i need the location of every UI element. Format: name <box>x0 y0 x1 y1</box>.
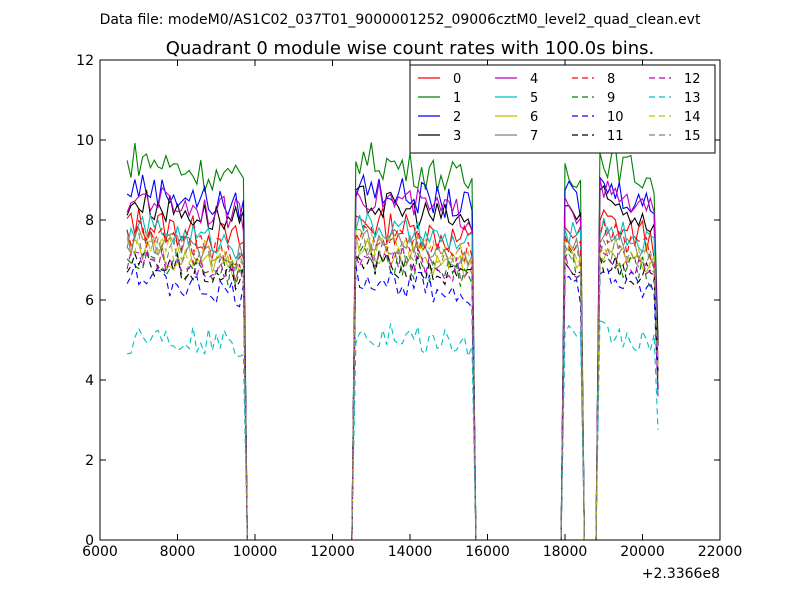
y-tick-label: 0 <box>85 533 94 549</box>
series-line-10 <box>126 263 659 541</box>
series-line-4 <box>126 178 659 541</box>
legend-label-14: 14 <box>684 110 701 125</box>
chart-title: Quadrant 0 module wise count rates with … <box>166 38 655 59</box>
x-tick-label: 14000 <box>388 544 433 560</box>
series-line-12 <box>126 243 659 541</box>
legend-label-3: 3 <box>453 129 461 144</box>
y-tick-label: 2 <box>85 453 94 469</box>
x-offset-label: +2.3366e8 <box>642 566 720 582</box>
series-line-13 <box>127 320 659 541</box>
legend-label-1: 1 <box>453 91 461 106</box>
y-tick-label: 6 <box>85 293 94 309</box>
series-layer <box>126 142 659 541</box>
legend-label-8: 8 <box>607 72 615 87</box>
legend-label-10: 10 <box>607 110 624 125</box>
legend-label-6: 6 <box>530 110 538 125</box>
x-tick-label: 12000 <box>310 544 355 560</box>
x-tick-label: 8000 <box>160 544 196 560</box>
x-tick-label: 10000 <box>233 544 278 560</box>
legend-label-11: 11 <box>607 129 624 144</box>
y-tick-label: 4 <box>85 373 94 389</box>
x-tick-label: 20000 <box>620 544 665 560</box>
series-line-15 <box>126 232 659 541</box>
y-tick-label: 10 <box>76 133 94 149</box>
series-line-14 <box>126 227 659 541</box>
series-line-5 <box>126 211 659 541</box>
legend-label-0: 0 <box>453 72 461 87</box>
x-tick-label: 16000 <box>465 544 510 560</box>
y-tick-label: 12 <box>76 53 94 69</box>
legend-label-4: 4 <box>530 72 538 87</box>
series-line-6 <box>126 234 659 541</box>
legend-label-12: 12 <box>684 72 701 87</box>
legend-box <box>409 64 716 154</box>
y-tick-label: 8 <box>85 213 94 229</box>
legend-label-15: 15 <box>684 129 701 144</box>
series-line-1 <box>126 142 659 541</box>
x-tick-label: 18000 <box>543 544 588 560</box>
x-tick-label: 6000 <box>82 544 118 560</box>
x-tick-label: 22000 <box>698 544 743 560</box>
legend-label-5: 5 <box>530 91 538 106</box>
ticks-layer: 6000 8000 10000 12000 14000 16000 18000 20000 22… <box>76 53 742 560</box>
legend-label-2: 2 <box>453 110 461 125</box>
series-line-9 <box>126 244 659 541</box>
data-file-label: Data file: modeM0/AS1C02_037T01_90000012… <box>100 12 701 28</box>
legend-label-9: 9 <box>607 91 615 106</box>
legend-label-13: 13 <box>684 91 701 106</box>
legend-label-7: 7 <box>530 129 538 144</box>
